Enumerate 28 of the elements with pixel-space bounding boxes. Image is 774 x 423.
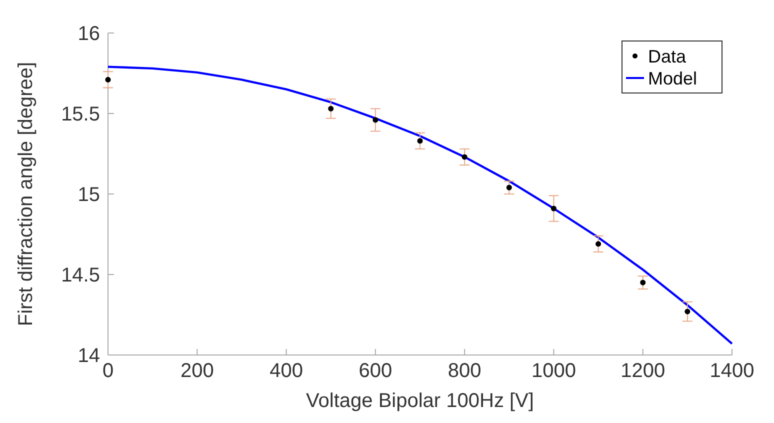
legend-label: Data: [648, 46, 688, 66]
y-tick-label: 14: [78, 345, 100, 367]
point: [105, 76, 111, 82]
x-tick-label: 800: [448, 360, 482, 382]
point: [506, 184, 512, 190]
y-tick-label: 15: [78, 184, 100, 206]
point: [684, 308, 690, 314]
point: [550, 206, 556, 212]
x-tick-label: 0: [102, 360, 114, 382]
y-tick-label: 15.5: [61, 104, 100, 126]
x-tick-label: 1000: [531, 360, 576, 382]
x-tick-label: 600: [358, 360, 392, 382]
point: [596, 241, 602, 247]
x-tick-label: 200: [180, 360, 214, 382]
point: [640, 280, 646, 286]
point: [417, 138, 423, 144]
legend-label: Model: [648, 68, 698, 88]
x-axis-title: Voltage Bipolar 100Hz [V]: [306, 390, 534, 412]
point: [372, 117, 378, 123]
y-axis-title: First diffraction angle [degree]: [15, 62, 37, 326]
y-tick-label: 16: [78, 23, 100, 45]
point: [462, 154, 468, 160]
point: [328, 106, 334, 112]
x-tick-label: 1400: [710, 360, 754, 382]
x-tick-label: 400: [270, 360, 303, 382]
line-series: [106, 66, 734, 345]
x-tick-label: 1200: [620, 360, 666, 382]
y-tick-label: 14.5: [61, 264, 100, 286]
